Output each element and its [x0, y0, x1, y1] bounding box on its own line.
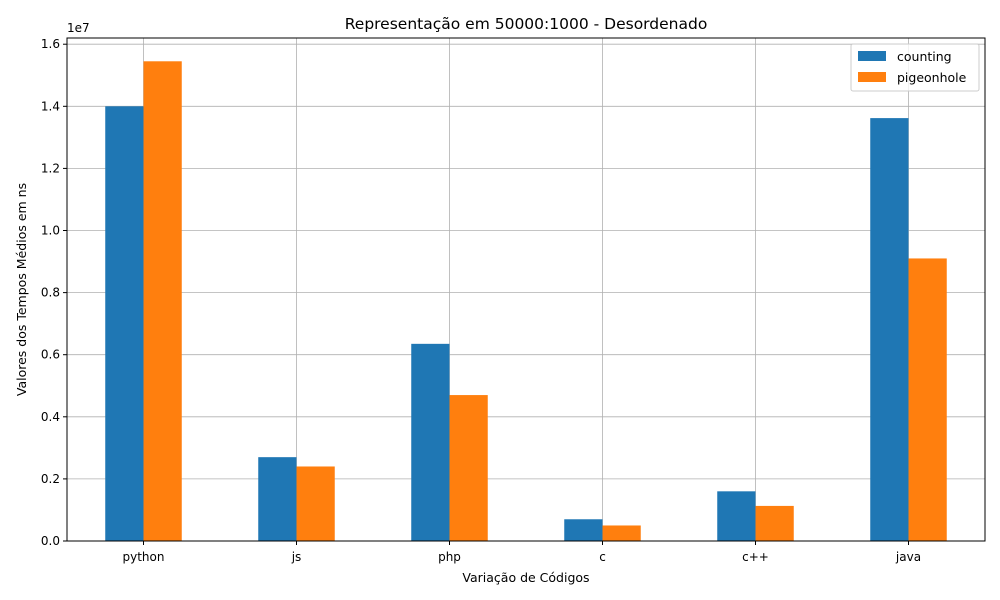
x-tick-label-python: python	[123, 550, 165, 564]
y-tick-label-6: 1.2	[41, 161, 60, 175]
bar-pigeonhole-c	[602, 525, 641, 541]
bar-counting-c++	[717, 491, 756, 541]
bar-pigeonhole-php	[449, 395, 488, 541]
y-axis-offset-text: 1e7	[67, 21, 90, 35]
y-tick-label-4: 0.8	[41, 286, 60, 300]
bar-counting-php	[411, 343, 450, 541]
legend-swatch-counting	[858, 51, 886, 61]
plot-frame	[66, 37, 986, 542]
ticks: 0.0 0.2 0.4 0.6 0.8 1.0 1.2 1.4 1.6 python js php c c…	[41, 37, 921, 564]
bar-pigeonhole-c++	[755, 505, 794, 541]
bars	[105, 61, 947, 541]
chart-title: Representação em 50000:1000 - Desordenad…	[345, 15, 708, 33]
y-axis-label: Valores dos Tempos Médios em ns	[14, 183, 29, 396]
bar-counting-js	[258, 457, 297, 541]
legend: counting pigeonhole	[850, 43, 980, 92]
y-tick-label-3: 0.6	[41, 348, 60, 362]
legend-swatch-pigeonhole	[858, 72, 886, 82]
y-tick-label-5: 1.0	[41, 224, 60, 238]
bar-pigeonhole-java	[908, 258, 947, 541]
y-tick-label-0: 0.0	[41, 534, 60, 548]
bar-counting-python	[105, 106, 144, 541]
y-tick-label-7: 1.4	[41, 99, 60, 113]
x-tick-label-c++: c++	[742, 550, 769, 564]
y-tick-label-8: 1.6	[41, 37, 60, 51]
x-tick-label-c: c	[599, 550, 606, 564]
bar-pigeonhole-js	[296, 466, 335, 541]
x-tick-label-php: php	[438, 550, 461, 564]
x-axis-label: Variação de Códigos	[462, 570, 589, 585]
x-tick-label-java: java	[895, 550, 921, 564]
y-tick-label-2: 0.4	[41, 410, 60, 424]
legend-label-pigeonhole: pigeonhole	[897, 70, 967, 85]
y-tick-label-1: 0.2	[41, 472, 60, 486]
bar-counting-c	[564, 519, 603, 541]
x-tick-label-js: js	[291, 550, 302, 564]
bar-counting-java	[870, 118, 909, 541]
legend-label-counting: counting	[897, 49, 952, 64]
bar-pigeonhole-python	[143, 61, 182, 541]
